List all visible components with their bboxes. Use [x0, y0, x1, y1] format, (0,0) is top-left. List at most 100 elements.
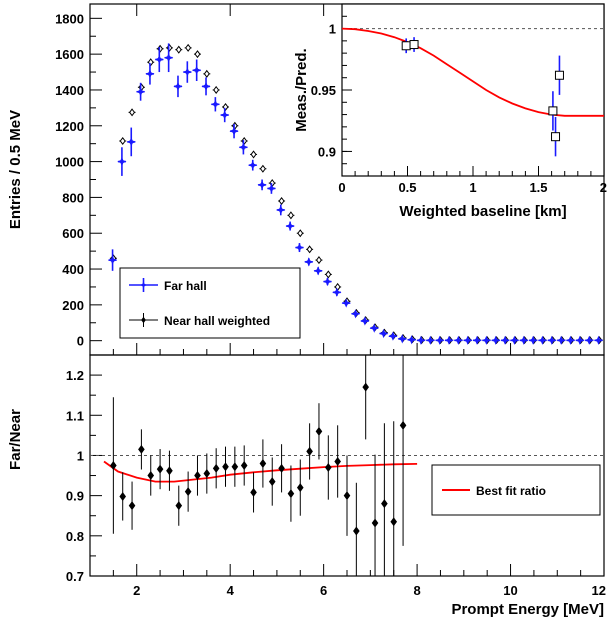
ratio-point	[334, 456, 341, 466]
far-hall-point	[294, 242, 305, 253]
near-hall-point	[203, 69, 210, 78]
far-hall-point	[537, 335, 548, 345]
near-hall-point	[213, 85, 220, 94]
top-legend-box	[119, 267, 301, 339]
near-hall-point	[297, 229, 304, 238]
ratio-point	[147, 471, 155, 481]
inset-point	[409, 40, 419, 50]
far-hall-point	[388, 331, 398, 341]
ratio-point	[315, 426, 323, 436]
far-hall-point	[378, 328, 389, 339]
bottom-y-tick-label: 0.8	[66, 529, 84, 544]
far-hall-point	[257, 180, 267, 190]
inset-y-tick-label: 1	[329, 22, 336, 37]
inset-y-tick-label: 0.9	[318, 144, 336, 159]
far-hall-point	[229, 126, 239, 136]
far-hall-point	[407, 335, 417, 345]
far-hall-point	[164, 53, 174, 63]
ratio-point	[343, 491, 351, 501]
bottom-y-tick-label: 1	[77, 448, 84, 463]
bottom-y-axis-title: Far/Near	[7, 409, 24, 470]
ratio-point	[306, 446, 313, 456]
top-y-tick-label: 0	[77, 334, 84, 349]
near-hall-point	[175, 45, 182, 54]
inset-x-tick-label: 0	[338, 180, 345, 195]
far-hall-point	[350, 309, 361, 319]
far-hall-point	[444, 335, 454, 345]
ratio-point	[128, 501, 136, 511]
far-hall-point	[192, 65, 202, 75]
inset-x-axis-title: Weighted baseline [km]	[399, 203, 566, 220]
bottom-x-axis-title: Prompt Energy [MeV]	[451, 601, 604, 618]
top-y-tick-label: 200	[62, 298, 84, 313]
top-y-tick-label: 400	[62, 262, 84, 277]
far-hall-point	[453, 335, 463, 345]
far-hall-point	[341, 298, 351, 308]
ratio-point	[268, 477, 276, 487]
far-hall-point	[593, 335, 604, 345]
far-hall-point	[481, 335, 491, 345]
near-hall-point	[241, 136, 248, 146]
bottom-y-tick-label: 0.7	[66, 569, 84, 584]
far-hall-point	[584, 335, 594, 345]
far-hall-point	[425, 335, 435, 345]
far-hall-point	[509, 335, 520, 345]
bottom-x-tick-label: 2	[133, 583, 140, 598]
bottom-y-tick-label: 0.9	[66, 489, 84, 504]
far-hall-point	[360, 316, 370, 326]
inset-point	[401, 41, 411, 51]
inset-point	[548, 106, 558, 116]
ratio-point	[250, 487, 257, 497]
bottom-y-tick-label: 1.2	[66, 368, 84, 383]
legend-near-hall-marker	[141, 316, 146, 324]
near-hall-point	[287, 211, 294, 220]
bottom-x-tick-label: 6	[320, 583, 327, 598]
far-hall-point	[472, 335, 482, 345]
far-hall-point	[220, 110, 230, 120]
far-hall-point	[435, 335, 445, 345]
bottom-panel: 0.7 0.8 0.9 1 1.1 1.2 2 4 6 8 10 12 Prompt Energy [M…	[7, 354, 606, 618]
inset-y-tick-label: 0.95	[311, 83, 336, 98]
inset-x-tick-label: 0.5	[398, 180, 416, 195]
inset-point	[551, 132, 561, 142]
near-hall-point	[250, 150, 257, 159]
top-panel: 0 200 400 600 800 1000 1200 1400 1600 1800 Entries…	[7, 3, 605, 356]
inset-point	[554, 70, 564, 80]
inset-x-tick-label: 2	[600, 180, 607, 195]
far-hall-point	[210, 99, 220, 109]
ratio-point	[287, 489, 295, 499]
top-y-tick-label: 1200	[55, 119, 84, 134]
legend-far-hall-label: Far hall	[164, 279, 207, 293]
legend-near-hall-label: Near hall weighted	[164, 314, 270, 328]
top-y-axis-title: Entries / 0.5 MeV	[7, 110, 24, 229]
far-hall-point	[463, 335, 473, 345]
ratio-point	[259, 458, 267, 468]
far-hall-point	[528, 335, 538, 345]
far-hall-point	[500, 335, 510, 345]
far-hall-point	[248, 160, 258, 170]
far-hall-point	[154, 54, 164, 65]
ratio-point	[231, 462, 239, 472]
legend-far-hall-marker	[139, 281, 148, 289]
near-hall-point	[194, 50, 201, 59]
ratio-point	[184, 487, 192, 497]
ratio-point	[353, 526, 360, 536]
ratio-point	[175, 501, 183, 511]
near-hall-point	[315, 256, 322, 265]
far-hall-point	[332, 287, 342, 297]
ratio-point	[156, 464, 164, 474]
far-hall-point	[266, 183, 277, 194]
far-hall-point	[238, 142, 248, 152]
top-y-tick-label: 1600	[55, 47, 84, 62]
far-hall-point	[117, 156, 127, 167]
far-hall-point	[173, 81, 183, 91]
bottom-x-tick-label: 10	[503, 583, 517, 598]
legend-best-fit-label: Best fit ratio	[476, 484, 546, 498]
far-hall-point	[145, 69, 155, 79]
ratio-point	[381, 499, 388, 509]
top-y-tick-label: 1400	[55, 83, 84, 98]
far-hall-point	[416, 335, 426, 345]
ratio-point	[240, 461, 248, 470]
ratio-point	[119, 491, 127, 501]
